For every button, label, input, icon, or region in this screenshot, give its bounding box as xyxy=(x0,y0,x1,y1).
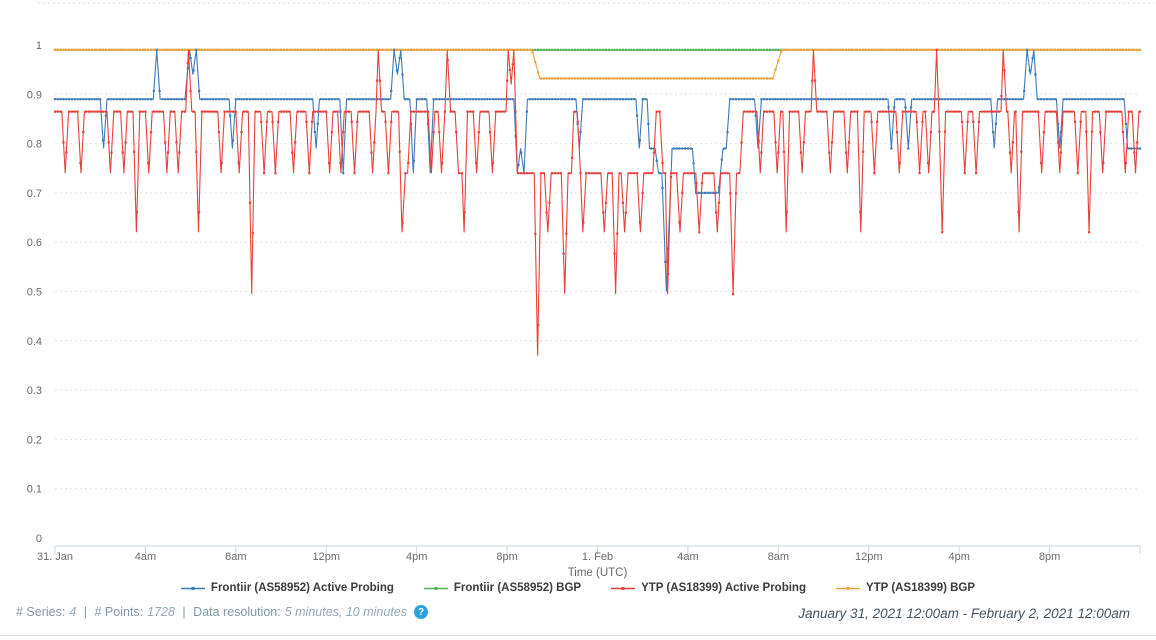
svg-text:0.9: 0.9 xyxy=(27,89,42,101)
points-count-value: 1728 xyxy=(147,605,175,619)
svg-text:8pm: 8pm xyxy=(1039,551,1060,563)
points-count-label: # Points: xyxy=(94,605,144,619)
svg-text:8am: 8am xyxy=(225,551,246,563)
legend-item-ytp-active-probing[interactable]: YTP (AS18399) Active Probing xyxy=(611,582,806,594)
ytp-active-probing-line-icon xyxy=(611,586,636,590)
svg-text:0.1: 0.1 xyxy=(27,484,42,496)
separator: | xyxy=(178,605,190,619)
frontiir-active-probing-line-icon xyxy=(180,586,205,590)
svg-text:8am: 8am xyxy=(768,551,789,563)
chart-legend: Frontiir (AS58952) Active Probing Fronti… xyxy=(0,582,1156,594)
svg-text:31. Jan: 31. Jan xyxy=(37,551,73,563)
separator: | xyxy=(80,605,91,619)
legend-item-frontiir-bgp[interactable]: Frontiir (AS58952) BGP xyxy=(423,582,582,594)
chart-stats: # Series: 4 | # Points: 1728 | Data resolu… xyxy=(16,605,429,619)
legend-label: Frontiir (AS58952) Active Probing xyxy=(210,582,394,594)
help-icon[interactable]: ? xyxy=(414,605,429,619)
svg-text:0.2: 0.2 xyxy=(27,434,42,446)
svg-text:0: 0 xyxy=(36,533,42,545)
legend-item-frontiir-active-probing[interactable]: Frontiir (AS58952) Active Probing xyxy=(180,582,394,594)
svg-text:4am: 4am xyxy=(677,551,698,563)
legend-label: YTP (AS18399) BGP xyxy=(865,582,976,594)
svg-text:0.7: 0.7 xyxy=(27,188,42,200)
svg-text:12pm: 12pm xyxy=(855,551,883,563)
bottom-divider xyxy=(0,635,1156,636)
frontiir-bgp-line-icon xyxy=(423,586,448,590)
ytp-bgp-line-icon xyxy=(835,586,860,590)
resolution-label: Data resolution: xyxy=(193,605,281,619)
date-range-label: January 31, 2021 12:00am - February 2, 2… xyxy=(798,606,1130,621)
svg-text:0.6: 0.6 xyxy=(27,237,42,249)
svg-text:4am: 4am xyxy=(135,551,156,563)
svg-text:0.5: 0.5 xyxy=(27,287,42,299)
svg-text:1. Feb: 1. Feb xyxy=(582,551,613,563)
chart-footer: # Series: 4 | # Points: 1728 | Data resolu… xyxy=(0,605,1156,627)
series-count-value: 4 xyxy=(69,605,77,619)
svg-text:8pm: 8pm xyxy=(496,551,517,563)
svg-text:0.4: 0.4 xyxy=(27,336,42,348)
svg-text:4pm: 4pm xyxy=(948,551,969,563)
svg-text:0.3: 0.3 xyxy=(27,385,42,397)
svg-text:12pm: 12pm xyxy=(312,551,340,563)
svg-text:Time (UTC): Time (UTC) xyxy=(568,567,628,579)
resolution-value: 5 minutes, 10 minutes xyxy=(284,605,408,619)
legend-item-ytp-bgp[interactable]: YTP (AS18399) BGP xyxy=(835,582,976,594)
svg-text:0.8: 0.8 xyxy=(27,139,42,151)
svg-text:4pm: 4pm xyxy=(406,551,427,563)
legend-label: Frontiir (AS58952) BGP xyxy=(453,582,582,594)
time-series-chart[interactable]: 0 0.1 0.2 0.3 0.4 0.5 0.6 0.7 0.8 0.9 1 31. Jan 4am 8… xyxy=(0,0,1156,580)
legend-label: YTP (AS18399) Active Probing xyxy=(641,582,806,594)
series-count-label: # Series: xyxy=(16,605,66,619)
svg-text:1: 1 xyxy=(36,40,42,52)
